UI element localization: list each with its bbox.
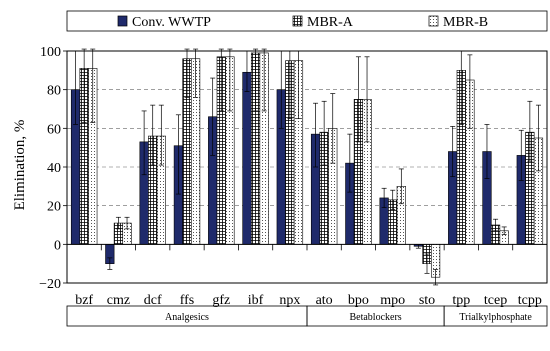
x-tick-labels: bzf cmz dcf ffs gfz ibf npx ato bpo mpo sto tpp tcep… <box>75 293 542 308</box>
x-tick-label-tpp: tpp <box>452 293 470 308</box>
legend-label: MBR-A <box>307 15 354 30</box>
y-tick-label: 0 <box>54 238 61 253</box>
y-tick-label: 80 <box>47 84 61 99</box>
x-tick-label-dcf: dcf <box>144 293 162 308</box>
legend: Conv. WWTP MBR-A MBR-B <box>66 10 548 32</box>
legend-box <box>66 10 548 32</box>
x-tick-label-tcep: tcep <box>484 293 507 308</box>
x-tick-label-bzf: bzf <box>75 293 93 308</box>
x-tick-label-ffs: ffs <box>180 293 195 308</box>
legend-label: MBR-B <box>443 15 488 30</box>
y-tick-label: 60 <box>47 122 61 137</box>
x-tick-label-npx: npx <box>279 293 300 308</box>
x-tick-label-bpo: bpo <box>348 293 369 308</box>
group-label: Trialkylphosphate <box>459 312 532 323</box>
x-tick-label-sto: sto <box>419 293 435 308</box>
legend-swatch-solid <box>117 15 128 27</box>
x-tick-label-tcpp: tcpp <box>518 293 542 308</box>
bar-solid-ibf <box>242 71 252 245</box>
y-tick-label: 20 <box>47 200 61 215</box>
x-tick-label-gfz: gfz <box>212 293 230 308</box>
y-tick-label: 100 <box>40 45 61 60</box>
x-tick-label-ibf: ibf <box>248 293 264 308</box>
legend-swatch-dots <box>428 15 439 27</box>
y-tick-label: −20 <box>39 277 61 292</box>
group-box <box>443 305 548 327</box>
y-tick-label: 40 <box>47 161 61 176</box>
y-axis-label: Elimination, % <box>12 120 28 211</box>
legend-swatch-grid <box>292 15 303 27</box>
bars <box>70 48 544 286</box>
x-tick-label-ato: ato <box>316 293 333 308</box>
group-label: Betablockers <box>349 312 401 323</box>
y-ticks: −20 0 20 40 60 80 100 <box>39 45 67 292</box>
legend-label: Conv. WWTP <box>132 15 211 30</box>
gridlines <box>67 50 547 206</box>
group-label: Analgesics <box>165 312 209 323</box>
category-groups: Analgesics Betablockers Trialkylphosphate <box>66 305 548 327</box>
x-tick-label-cmz: cmz <box>107 293 130 308</box>
x-tick-label-mpo: mpo <box>380 293 405 308</box>
